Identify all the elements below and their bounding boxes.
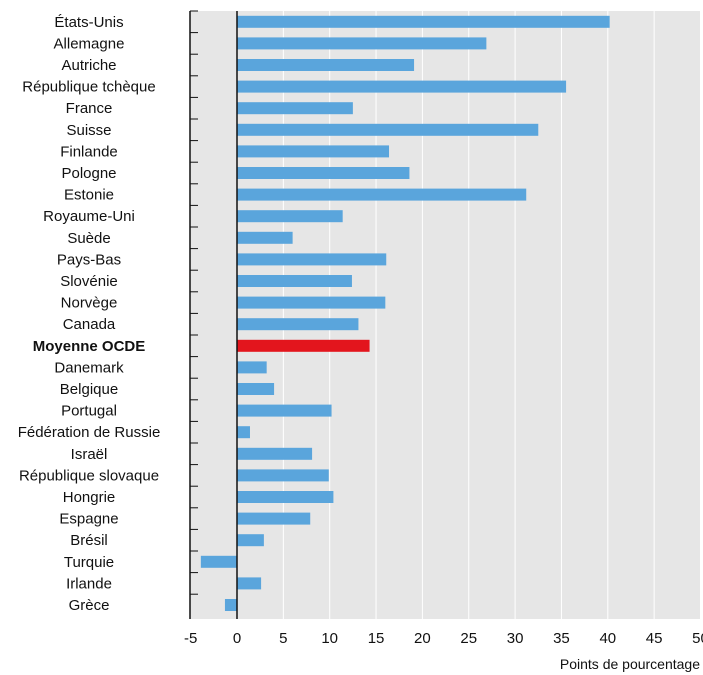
category-label: Pologne bbox=[61, 165, 116, 182]
category-label: Portugal bbox=[61, 403, 117, 420]
category-label: Espagne bbox=[59, 511, 118, 528]
bar bbox=[237, 167, 410, 179]
category-label: Israël bbox=[71, 446, 108, 463]
category-label: Suisse bbox=[66, 122, 111, 139]
x-tick-label: 45 bbox=[646, 630, 663, 647]
x-tick-label: 35 bbox=[553, 630, 570, 647]
bar bbox=[237, 469, 329, 482]
category-label: Grèce bbox=[69, 597, 110, 614]
category-label: Canada bbox=[63, 316, 116, 333]
category-label: France bbox=[66, 100, 113, 117]
bar bbox=[237, 404, 332, 417]
bar bbox=[237, 145, 390, 158]
bar bbox=[237, 253, 387, 266]
bar bbox=[237, 80, 567, 93]
bar bbox=[237, 59, 415, 71]
x-tick-label: 0 bbox=[233, 630, 241, 647]
category-label: Pays-Bas bbox=[57, 251, 121, 268]
bar bbox=[237, 447, 313, 460]
category-label: Belgique bbox=[60, 381, 118, 398]
bar bbox=[237, 426, 250, 439]
x-tick-label: 5 bbox=[279, 630, 287, 647]
category-label: Moyenne OCDE bbox=[33, 338, 146, 355]
bar bbox=[237, 339, 370, 352]
bar bbox=[237, 296, 386, 309]
category-label: Finlande bbox=[60, 143, 118, 160]
bar bbox=[237, 534, 264, 547]
category-label: Slovénie bbox=[60, 273, 118, 290]
category-label: Danemark bbox=[54, 359, 124, 376]
bar bbox=[237, 231, 293, 244]
x-tick-label: 40 bbox=[599, 630, 616, 647]
category-label: République slovaque bbox=[19, 467, 159, 484]
bar bbox=[237, 15, 610, 28]
category-label: Fédération de Russie bbox=[18, 424, 161, 441]
x-tick-label: 20 bbox=[414, 630, 431, 647]
category-label: République tchèque bbox=[22, 79, 155, 96]
bar bbox=[237, 275, 352, 287]
category-label: Hongrie bbox=[63, 489, 116, 506]
category-label: Autriche bbox=[61, 57, 116, 74]
category-label: Turquie bbox=[64, 554, 114, 571]
x-axis-title: Points de pourcentage bbox=[560, 656, 700, 672]
x-tick-label: 10 bbox=[321, 630, 338, 647]
bar bbox=[237, 102, 353, 115]
bar bbox=[237, 577, 262, 590]
x-tick-label: 25 bbox=[460, 630, 477, 647]
bar bbox=[237, 361, 267, 374]
x-tick-label: -5 bbox=[184, 630, 197, 647]
bar bbox=[237, 123, 539, 136]
bar bbox=[237, 210, 343, 223]
category-label: Estonie bbox=[64, 187, 114, 204]
bar bbox=[237, 383, 275, 395]
category-label: Suède bbox=[67, 230, 110, 247]
x-tick-label: 30 bbox=[507, 630, 524, 647]
bars bbox=[200, 15, 610, 611]
bar bbox=[200, 555, 237, 568]
x-tick-label: 15 bbox=[368, 630, 385, 647]
bar bbox=[237, 188, 527, 201]
category-label: Royaume-Uni bbox=[43, 208, 135, 225]
category-label: Irlande bbox=[66, 575, 112, 592]
bar bbox=[237, 491, 334, 503]
category-labels: États-Unis Allemagne Autriche République tc… bbox=[18, 14, 161, 614]
x-tick-label: 50 bbox=[692, 630, 703, 647]
category-label: Brésil bbox=[70, 532, 108, 549]
bar bbox=[237, 37, 487, 50]
bar bbox=[224, 599, 237, 611]
x-tick-labels: -5 0 5 10 15 20 25 30 35 40 45 50 bbox=[184, 630, 703, 647]
category-label: Allemagne bbox=[54, 35, 125, 52]
category-ticks bbox=[190, 10, 198, 595]
bar bbox=[237, 318, 359, 331]
bar bbox=[237, 512, 311, 525]
grid-lines bbox=[282, 11, 701, 619]
category-label: Norvège bbox=[61, 295, 118, 312]
category-label: États-Unis bbox=[54, 14, 123, 31]
